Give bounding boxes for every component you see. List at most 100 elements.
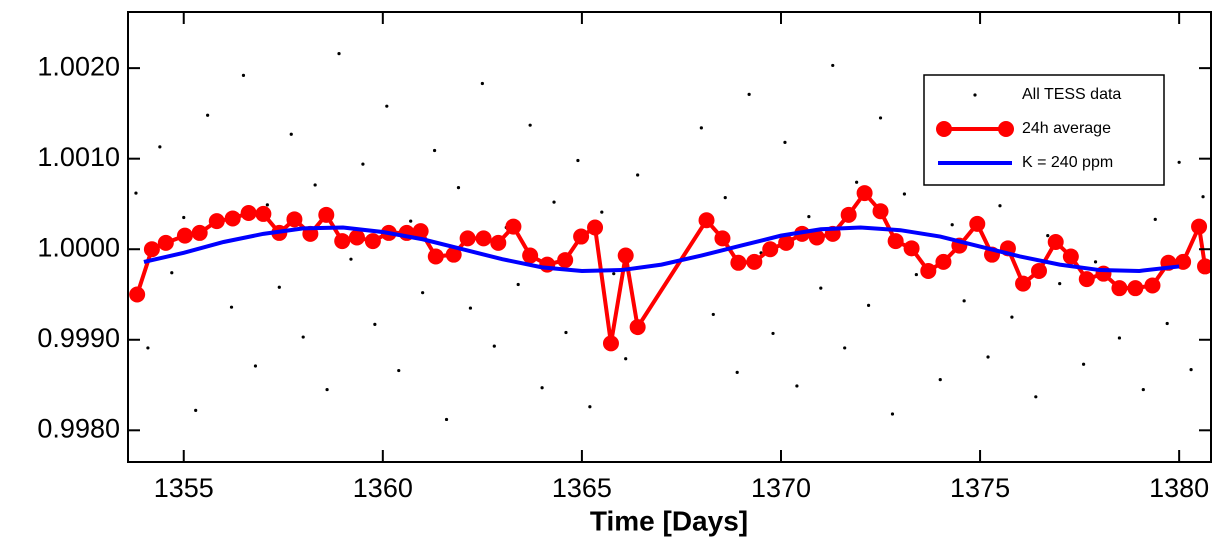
average-marker xyxy=(364,233,381,250)
data-point xyxy=(600,210,604,214)
data-point xyxy=(444,417,449,422)
average-marker xyxy=(1078,271,1095,288)
average-marker xyxy=(969,215,986,232)
data-point xyxy=(576,158,580,163)
data-point xyxy=(516,282,520,287)
x-tick-label: 1365 xyxy=(552,473,612,503)
data-point xyxy=(1081,362,1086,366)
average-marker xyxy=(714,230,731,247)
data-point xyxy=(421,291,425,295)
data-point xyxy=(277,285,281,289)
average-marker xyxy=(1144,277,1161,294)
average-marker xyxy=(730,254,747,271)
data-point xyxy=(349,257,353,261)
y-tick-label: 0.9990 xyxy=(37,323,120,353)
data-point xyxy=(552,200,556,204)
average-marker xyxy=(602,335,619,352)
data-point xyxy=(1153,217,1157,221)
data-point xyxy=(373,322,377,326)
average-marker xyxy=(412,223,429,240)
average-marker xyxy=(746,253,763,270)
data-point xyxy=(361,162,365,166)
data-point xyxy=(962,299,966,303)
average-marker xyxy=(334,233,351,250)
average-marker xyxy=(1062,248,1079,265)
average-marker xyxy=(318,206,335,223)
average-marker xyxy=(129,286,146,303)
average-marker xyxy=(1047,233,1064,250)
average-marker xyxy=(191,224,208,241)
data-point xyxy=(432,148,437,153)
data-point xyxy=(158,145,162,149)
plot-frame xyxy=(127,11,1212,463)
data-point xyxy=(1165,321,1169,326)
data-point xyxy=(1141,387,1145,392)
data-point xyxy=(337,52,341,56)
average-marker xyxy=(1127,280,1144,297)
average-marker xyxy=(1015,275,1032,292)
data-point xyxy=(588,405,592,409)
data-point xyxy=(325,387,329,392)
data-point xyxy=(1034,395,1038,399)
data-point xyxy=(409,219,413,223)
average-marker xyxy=(557,252,574,269)
data-point xyxy=(624,357,628,361)
data-point xyxy=(468,306,473,310)
plot-area xyxy=(129,52,1211,422)
average-marker xyxy=(224,210,241,227)
data-point xyxy=(134,191,138,195)
average-marker xyxy=(143,241,160,258)
data-point xyxy=(265,203,269,207)
average-marker xyxy=(208,213,225,230)
legend-label: All TESS data xyxy=(1022,86,1121,103)
data-point xyxy=(1058,282,1062,286)
data-point xyxy=(807,215,811,219)
data-point xyxy=(397,368,401,373)
average-marker xyxy=(1191,218,1208,235)
average-marker xyxy=(1197,258,1211,275)
legend-swatch xyxy=(998,121,1014,137)
average-marker xyxy=(1175,253,1192,270)
x-tick-label: 1375 xyxy=(950,473,1010,503)
legend-label: 24h average xyxy=(1022,120,1111,137)
average-marker xyxy=(808,229,825,246)
data-point xyxy=(938,378,942,382)
data-point xyxy=(170,271,174,275)
average-marker xyxy=(617,247,634,264)
average-marker xyxy=(459,230,476,247)
data-point xyxy=(1201,195,1205,199)
average-marker xyxy=(490,234,507,251)
data-point xyxy=(528,123,532,127)
data-point xyxy=(564,330,568,335)
average-marker xyxy=(920,262,937,279)
data-point xyxy=(1189,368,1193,372)
legend-label: K = 240 ppm xyxy=(1022,154,1113,171)
average-marker xyxy=(522,247,539,264)
average-marker xyxy=(872,203,889,220)
data-point xyxy=(1117,336,1122,340)
average-marker xyxy=(157,234,174,251)
data-point xyxy=(289,132,293,136)
data-point xyxy=(1177,160,1181,164)
data-point xyxy=(301,335,305,339)
data-point xyxy=(878,116,883,120)
average-marker xyxy=(573,228,590,245)
data-point xyxy=(612,272,616,276)
average-marker xyxy=(348,229,365,246)
data-point xyxy=(890,412,895,416)
average-marker xyxy=(887,233,904,250)
average-marker xyxy=(445,246,462,263)
data-point xyxy=(636,173,640,177)
data-point xyxy=(998,204,1002,208)
y-tick-label: 1.0020 xyxy=(37,51,120,81)
x-tick-label: 1370 xyxy=(751,473,811,503)
data-point xyxy=(456,186,461,190)
average-marker xyxy=(505,218,522,235)
average-marker xyxy=(935,253,952,270)
data-point xyxy=(711,312,715,317)
x-axis-label: Time [Days] xyxy=(590,505,748,536)
data-point xyxy=(950,223,954,227)
x-tick-label: 1355 xyxy=(154,473,214,503)
